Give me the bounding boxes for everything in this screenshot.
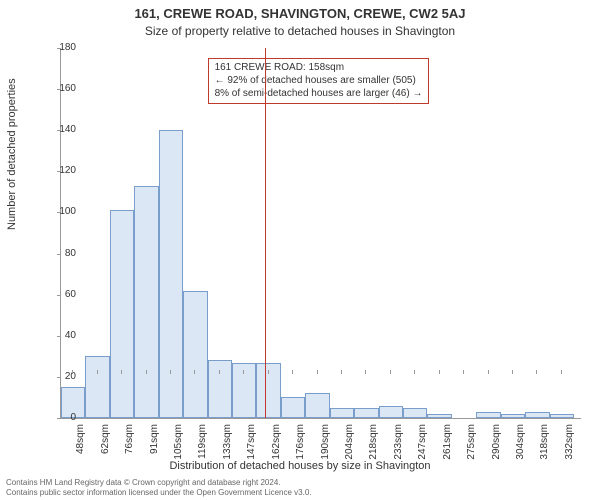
x-tick-label: 218sqm [368,424,379,474]
x-tick-label: 261sqm [442,424,453,474]
x-tick-mark [561,370,562,374]
x-tick-mark [390,370,391,374]
histogram-bar [183,291,207,418]
y-tick-label: 180 [46,43,76,53]
histogram-bar [330,408,354,418]
x-tick-mark [170,370,171,374]
x-tick-mark [317,370,318,374]
histogram-bar [501,414,525,418]
x-tick-mark [243,370,244,374]
histogram-bar [85,356,109,418]
x-tick-label: 304sqm [515,424,526,474]
x-tick-label: 48sqm [75,424,86,474]
x-tick-mark [439,370,440,374]
x-tick-mark [292,370,293,374]
y-tick-label: 140 [46,125,76,135]
x-tick-mark [414,370,415,374]
x-tick-label: 204sqm [344,424,355,474]
y-tick-label: 120 [46,166,76,176]
x-tick-mark [194,370,195,374]
x-tick-label: 105sqm [173,424,184,474]
y-tick-label: 60 [46,290,76,300]
x-tick-label: 332sqm [564,424,575,474]
histogram-bar [403,408,427,418]
x-tick-mark [512,370,513,374]
histogram-bar [550,414,574,418]
x-tick-label: 147sqm [246,424,257,474]
y-tick-label: 0 [46,413,76,423]
x-tick-label: 247sqm [417,424,428,474]
y-tick-label: 80 [46,249,76,259]
x-tick-mark [268,370,269,374]
y-axis-label: Number of detached properties [6,78,18,230]
histogram-bar [110,210,134,418]
histogram-bar [281,397,305,418]
chart-container: 161, CREWE ROAD, SHAVINGTON, CREWE, CW2 … [0,0,600,500]
annotation-line2: ← 92% of detached houses are smaller (50… [215,74,423,87]
x-tick-label: 91sqm [149,424,160,474]
x-tick-mark [146,370,147,374]
x-tick-mark [463,370,464,374]
plot-area: 161 CREWE ROAD: 158sqm ← 92% of detached… [60,48,581,419]
y-tick-label: 40 [46,331,76,341]
histogram-bar [134,186,158,418]
histogram-bar [427,414,451,418]
histogram-bar [159,130,183,418]
x-tick-label: 176sqm [295,424,306,474]
x-tick-label: 318sqm [539,424,550,474]
footer-line1: Contains HM Land Registry data © Crown c… [6,478,594,488]
reference-line [265,48,266,418]
annotation-line3: 8% of semi-detached houses are larger (4… [215,87,423,100]
histogram-bar [305,393,329,418]
histogram-bar [476,412,500,418]
x-tick-label: 190sqm [320,424,331,474]
x-tick-label: 76sqm [124,424,135,474]
annotation-box: 161 CREWE ROAD: 158sqm ← 92% of detached… [208,58,430,104]
histogram-bar [379,406,403,418]
y-tick-label: 100 [46,207,76,217]
x-tick-label: 62sqm [100,424,111,474]
x-tick-label: 233sqm [393,424,404,474]
x-tick-mark [121,370,122,374]
x-tick-label: 133sqm [222,424,233,474]
x-tick-mark [219,370,220,374]
x-tick-mark [341,370,342,374]
x-tick-label: 162sqm [271,424,282,474]
x-tick-label: 275sqm [466,424,477,474]
annotation-line1: 161 CREWE ROAD: 158sqm [215,61,423,74]
x-tick-label: 119sqm [197,424,208,474]
x-tick-mark [488,370,489,374]
y-tick-label: 160 [46,84,76,94]
x-tick-mark [72,370,73,374]
chart-title: 161, CREWE ROAD, SHAVINGTON, CREWE, CW2 … [0,6,600,21]
histogram-bar [354,408,378,418]
footer-attribution: Contains HM Land Registry data © Crown c… [6,478,594,498]
x-tick-mark [536,370,537,374]
x-tick-label: 290sqm [491,424,502,474]
x-tick-mark [365,370,366,374]
x-tick-mark [97,370,98,374]
chart-subtitle: Size of property relative to detached ho… [0,24,600,38]
histogram-bar [525,412,549,418]
footer-line2: Contains public sector information licen… [6,488,594,498]
